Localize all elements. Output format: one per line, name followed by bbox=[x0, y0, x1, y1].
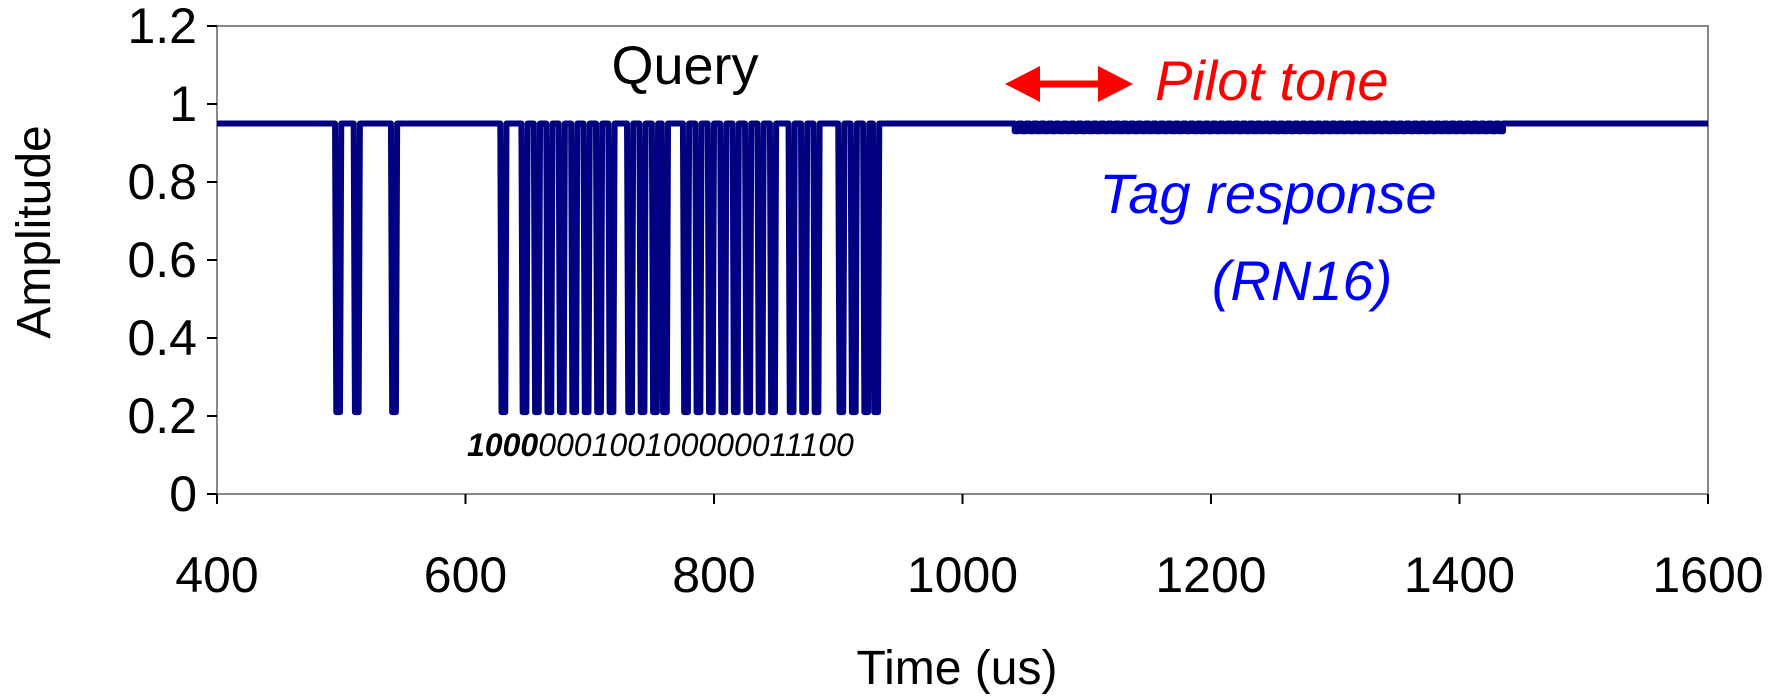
x-tick-label: 600 bbox=[424, 547, 507, 603]
x-tick-label: 800 bbox=[672, 547, 755, 603]
y-tick-label: 1.2 bbox=[127, 0, 197, 54]
y-axis-title: Amplitude bbox=[8, 125, 61, 338]
y-tick-label: 0 bbox=[169, 466, 197, 522]
x-tick-label: 1000 bbox=[907, 547, 1018, 603]
y-tick-label: 1 bbox=[169, 76, 197, 132]
pilot-tone-annotation: Pilot tone bbox=[1155, 49, 1389, 112]
x-tick-label: 1600 bbox=[1652, 547, 1763, 603]
signal-series bbox=[217, 120, 1708, 416]
tag-response-annotation: Tag response bbox=[1099, 162, 1436, 225]
y-tick-label: 0.6 bbox=[127, 232, 197, 288]
y-axis: 0 0.2 0.4 0.6 0.8 1 1.2 bbox=[127, 0, 217, 522]
query-bits-rest: 000100100000011100 bbox=[538, 427, 854, 463]
y-tick-label: 0.2 bbox=[127, 388, 197, 444]
x-tick-label: 400 bbox=[175, 547, 258, 603]
signal-line bbox=[217, 120, 1708, 416]
query-annotation: Query bbox=[611, 36, 758, 96]
pilot-tone-arrow bbox=[1005, 66, 1133, 102]
plot-frame bbox=[216, 25, 1709, 495]
rn16-annotation: (RN16) bbox=[1212, 249, 1392, 312]
x-axis: 400 600 800 1000 1200 1400 1600 bbox=[175, 494, 1764, 603]
query-bits-bold: 1000 bbox=[467, 427, 538, 463]
x-tick-label: 1200 bbox=[1155, 547, 1266, 603]
x-tick-label: 1400 bbox=[1404, 547, 1515, 603]
y-tick-label: 0.4 bbox=[127, 310, 197, 366]
x-axis-title: Time (us) bbox=[857, 642, 1058, 695]
y-tick-label: 0.8 bbox=[127, 154, 197, 210]
plot-border bbox=[216, 25, 1709, 495]
query-bits-annotation: 1000000100100000011100 bbox=[467, 427, 854, 463]
